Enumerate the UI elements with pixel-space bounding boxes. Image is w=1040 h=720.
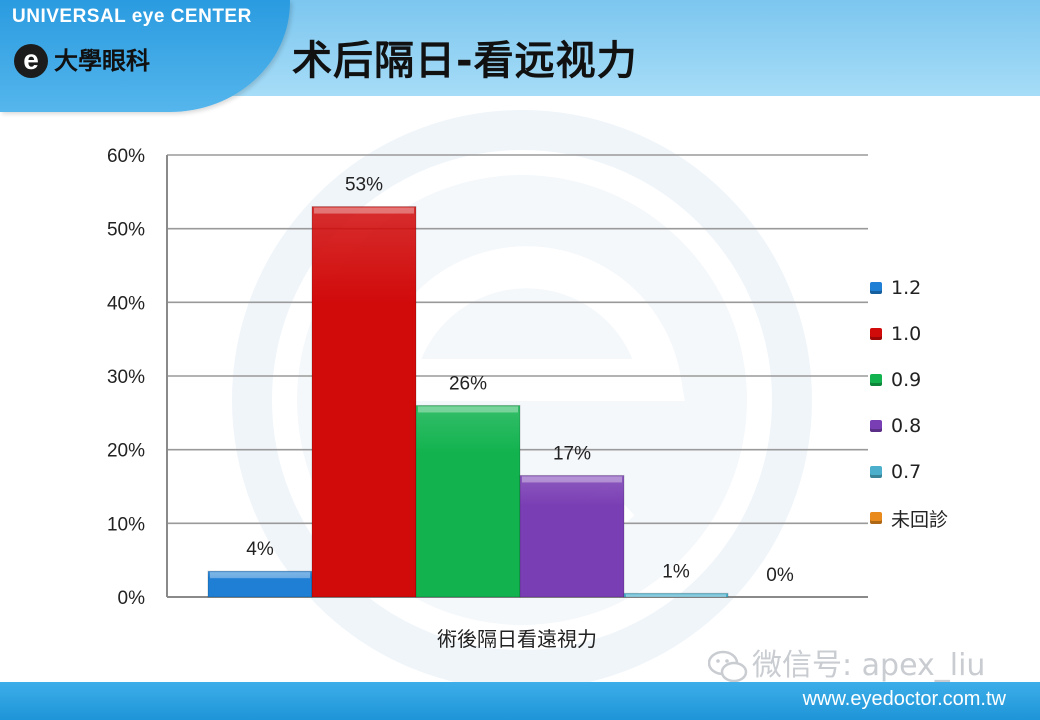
bar-highlight [626,594,726,597]
legend-item: 1.0 [870,322,921,346]
legend-swatch [870,328,882,340]
legend-label: 1.2 [891,277,922,299]
bar-0.9 [415,404,521,598]
legend-item: 0.7 [870,460,921,484]
legend-item: 0.8 [870,414,921,438]
data-label-1.2: 4% [246,539,274,560]
legend-swatch [870,466,882,478]
y-tick-label: 0% [118,588,146,609]
legend-label: 0.7 [891,461,922,483]
logo-e-icon: e [14,44,48,78]
data-label-0.7: 1% [662,561,690,582]
bar-1.0 [311,206,417,598]
wechat-icon [708,650,748,683]
bar-highlight [314,207,414,214]
legend-swatch [870,512,882,524]
legend-label: 0.8 [891,415,922,437]
bar-0.7 [623,592,729,598]
y-tick-label: 10% [107,514,145,535]
y-tick-label: 60% [107,146,145,167]
bar-highlight [522,476,622,483]
legend-label: 0.9 [891,369,922,391]
legend-item: 1.2 [870,276,921,300]
data-label-未回診: 0% [766,565,794,586]
y-tick-label: 50% [107,220,145,241]
data-label-0.9: 26% [449,373,487,394]
footer-bar [0,682,1040,720]
bar-highlight [210,572,310,579]
data-label-0.8: 17% [553,443,591,464]
legend-swatch [870,420,882,432]
y-tick-label: 20% [107,441,145,462]
brand-chinese-name: 大學眼科 [54,47,150,75]
wechat-id-watermark: 微信号: apex_liu [752,648,986,683]
bar-chart: 0% 10% 20% 30% 40% 50% 60% 4% 53% 26% 17% 1% 0% 術後隔… [107,146,868,651]
legend-swatch [870,374,882,386]
legend-item: 未回診 [870,506,949,531]
y-tick-label: 30% [107,367,145,388]
legend-label: 未回診 [891,508,949,531]
y-tick-label: 40% [107,293,145,314]
brand-english-name: UNIVERSAL eye CENTER [12,6,252,27]
legend-label: 1.0 [891,323,922,345]
logo-panel: UNIVERSAL eye CENTER e 大學眼科 [0,0,290,112]
bar-0.8 [519,474,625,598]
data-label-1.0: 53% [345,175,383,196]
legend-swatch [870,282,882,294]
legend-item: 0.9 [870,368,921,392]
website-url: www.eyedoctor.com.tw [802,688,1006,710]
bar-1.2 [207,570,313,598]
bar-highlight [418,406,518,413]
page-title: 术后隔日-看远视力 [292,38,638,84]
x-axis-category-label: 術後隔日看遠視力 [437,627,597,651]
